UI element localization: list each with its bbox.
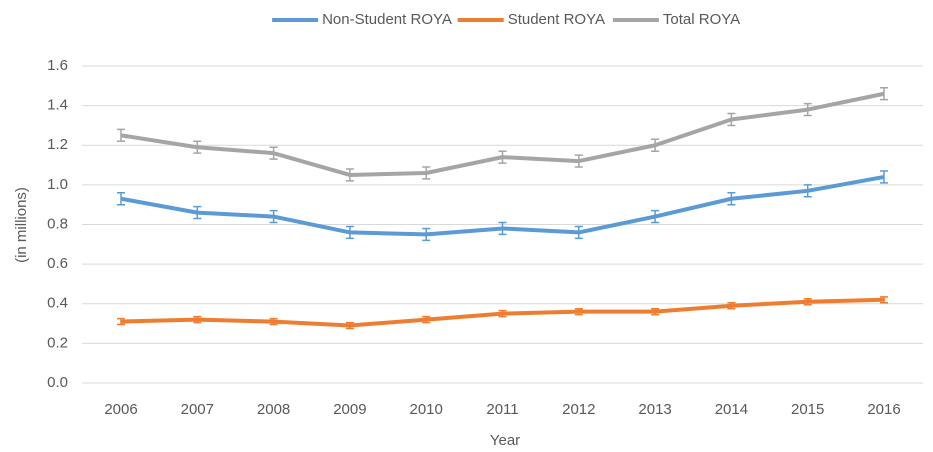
- y-tick-label: 0.8: [47, 215, 68, 232]
- x-tick-label: 2006: [104, 401, 137, 418]
- y-tick-label: 1.2: [47, 136, 68, 153]
- error-bar: [803, 102, 812, 117]
- error-bar: [727, 112, 736, 127]
- error-bar: [117, 128, 125, 143]
- x-tick-label: 2009: [333, 401, 366, 418]
- error-bar: [574, 225, 583, 240]
- error-bar: [117, 317, 125, 326]
- error-bar: [193, 205, 202, 220]
- legend-label: Total ROYA: [663, 11, 740, 28]
- x-tick-label: 2011: [486, 401, 518, 418]
- legend-label: Student ROYA: [508, 11, 605, 28]
- error-bar: [498, 309, 507, 318]
- x-tick-label: 2007: [181, 401, 214, 418]
- error-bar: [422, 315, 431, 324]
- x-axis-title: Year: [490, 432, 520, 449]
- error-bar: [193, 315, 202, 324]
- y-tick-label: 1.4: [47, 97, 68, 114]
- error-bar: [422, 166, 431, 180]
- x-tick-label: 2015: [791, 401, 824, 418]
- error-bar: [651, 209, 660, 224]
- error-bar: [269, 146, 278, 160]
- error-bar: [880, 87, 888, 101]
- error-bar: [345, 168, 354, 182]
- error-bar: [269, 317, 278, 326]
- y-tick-label: 1.6: [47, 57, 68, 74]
- error-bar: [345, 321, 354, 330]
- x-tick-label: 2016: [867, 401, 900, 418]
- error-bar: [269, 209, 278, 224]
- x-tick-label: 2012: [562, 401, 595, 418]
- error-bar: [193, 140, 202, 154]
- error-bar: [498, 221, 507, 236]
- y-tick-label: 0.0: [47, 374, 68, 391]
- error-bar: [803, 298, 812, 306]
- error-bar: [498, 150, 507, 164]
- error-bar: [880, 170, 888, 184]
- error-bar: [880, 296, 888, 304]
- error-bar: [651, 307, 660, 316]
- y-axis-title: (in millions): [13, 187, 30, 263]
- x-tick-label: 2008: [257, 401, 290, 418]
- error-bar: [651, 138, 660, 152]
- y-tick-label: 0.6: [47, 255, 68, 272]
- error-bar: [727, 302, 736, 310]
- x-tick-label: 2014: [715, 401, 748, 418]
- y-tick-label: 0.2: [47, 334, 68, 351]
- error-bar: [574, 307, 583, 316]
- x-tick-label: 2010: [410, 401, 443, 418]
- y-tick-label: 0.4: [47, 295, 68, 312]
- error-bar: [803, 184, 812, 198]
- x-tick-label: 2013: [638, 401, 671, 418]
- error-bar: [117, 192, 125, 206]
- error-bar: [345, 225, 354, 240]
- error-bar: [422, 227, 431, 242]
- y-tick-label: 1.0: [47, 176, 68, 193]
- error-bar: [574, 154, 583, 168]
- error-bar: [727, 192, 736, 206]
- legend-label: Non-Student ROYA: [322, 11, 452, 28]
